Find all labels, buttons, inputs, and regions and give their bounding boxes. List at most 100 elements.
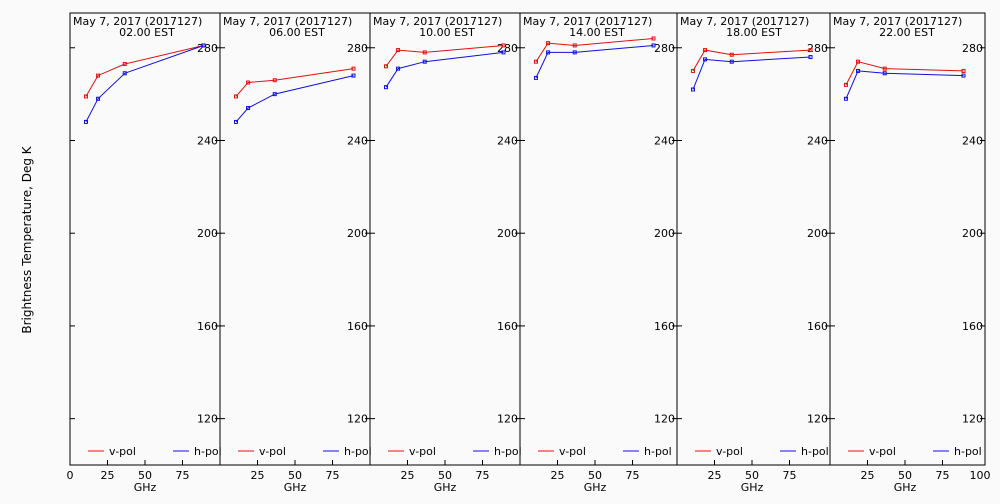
y-tick-label: 160 [197,320,218,333]
y-tick-label: 200 [962,227,983,240]
data-point [882,66,887,71]
x-axis-label: GHz [894,481,917,494]
x-tick-label: 50 [588,469,602,482]
panel-6: May 7, 2017 (2017127)22.00 EST 120 160 200 2… [829,12,991,494]
panel-subtitle: 18.00 EST [726,26,782,39]
series-line-v-pol [692,49,811,72]
legend-label-v-pol: v-pol [716,445,743,458]
x-axis-label: GHz [134,481,157,494]
data-point [703,57,708,62]
data-point [272,92,277,97]
panel-subtitle: 10.00 EST [419,26,475,39]
data-point [501,50,506,55]
series-line-v-pol [85,45,204,97]
panel-subtitle: 14.00 EST [569,26,625,39]
x-tick-label: 75 [626,469,640,482]
data-point [690,68,695,73]
x-tick-label: 25 [861,469,875,482]
data-point [729,52,734,57]
data-point [501,43,506,48]
panel-1: May 7, 2017 (2017127)02.00 EST 120 160 200 2… [67,12,222,494]
series-line-h-pol [235,75,354,123]
data-point [729,59,734,64]
y-tick-label: 120 [807,413,828,426]
legend-label-v-pol: v-pol [409,445,436,458]
y-tick-label: 280 [962,42,983,55]
y-tick-label: 120 [654,413,675,426]
data-point [351,73,356,78]
panel-2: May 7, 2017 (2017127)06.00 EST 120 160 200 2… [219,12,372,494]
x-tick-label: 25 [251,469,265,482]
data-point [422,50,427,55]
series-line-h-pol [85,45,204,123]
data-point [882,71,887,76]
data-point [572,43,577,48]
x-tick-label: 0 [67,469,74,482]
data-point [843,96,848,101]
y-tick-label: 160 [807,320,828,333]
panel-title: May 7, 2017 (2017127) [373,15,502,28]
series-line-h-pol [535,45,654,79]
data-point [546,50,551,55]
data-point [201,43,206,48]
data-point [96,96,101,101]
data-point [572,50,577,55]
legend-label-h-pol: h-pol [194,445,222,458]
panel-5: May 7, 2017 (2017127)18.00 EST 120 160 200 2… [676,12,831,494]
panel-subtitle: 02.00 EST [119,26,175,39]
data-point [351,66,356,71]
data-point [233,119,238,124]
y-tick-label: 280 [197,42,218,55]
data-point [961,73,966,78]
x-tick-label: 75 [936,469,950,482]
y-tick-label: 240 [497,134,518,147]
x-tick-label: 50 [138,469,152,482]
series-line-h-pol [692,56,811,90]
x-tick-label: 75 [783,469,797,482]
legend-label-v-pol: v-pol [559,445,586,458]
legend-label-v-pol: v-pol [109,445,136,458]
x-tick-label: 50 [898,469,912,482]
x-axis-label: GHz [284,481,307,494]
x-axis-label: GHz [741,481,764,494]
data-point [843,82,848,87]
x-tick-label: 75 [476,469,490,482]
y-tick-label: 160 [497,320,518,333]
x-tick-label: 25 [101,469,115,482]
legend-label-h-pol: h-pol [494,445,522,458]
data-point [808,48,813,53]
panel-title: May 7, 2017 (2017127) [523,15,652,28]
panel-4: May 7, 2017 (2017127)14.00 EST 120 160 200 2… [519,12,678,494]
y-tick-label: 240 [197,134,218,147]
y-tick-label: 240 [347,134,368,147]
data-point [808,55,813,60]
legend-label-v-pol: v-pol [869,445,896,458]
y-tick-label: 200 [197,227,218,240]
data-point [856,68,861,73]
panel-title: May 7, 2017 (2017127) [833,15,962,28]
y-tick-label: 120 [497,413,518,426]
data-point [83,94,88,99]
legend-label-h-pol: h-pol [644,445,672,458]
x-tick-label: 50 [288,469,302,482]
data-point [122,71,127,76]
y-tick-label: 240 [807,134,828,147]
x-tick-label: 100 [970,469,991,482]
y-tick-label: 160 [654,320,675,333]
data-point [651,43,656,48]
y-tick-label: 280 [654,42,675,55]
data-point [383,85,388,90]
data-point [651,36,656,41]
data-point [422,59,427,64]
data-point [396,66,401,71]
panel-frame [829,12,986,466]
y-tick-label: 120 [197,413,218,426]
data-point [233,94,238,99]
y-tick-label: 240 [962,134,983,147]
data-point [96,73,101,78]
x-tick-label: 75 [326,469,340,482]
series-line-v-pol [535,38,654,62]
y-tick-label: 240 [654,134,675,147]
